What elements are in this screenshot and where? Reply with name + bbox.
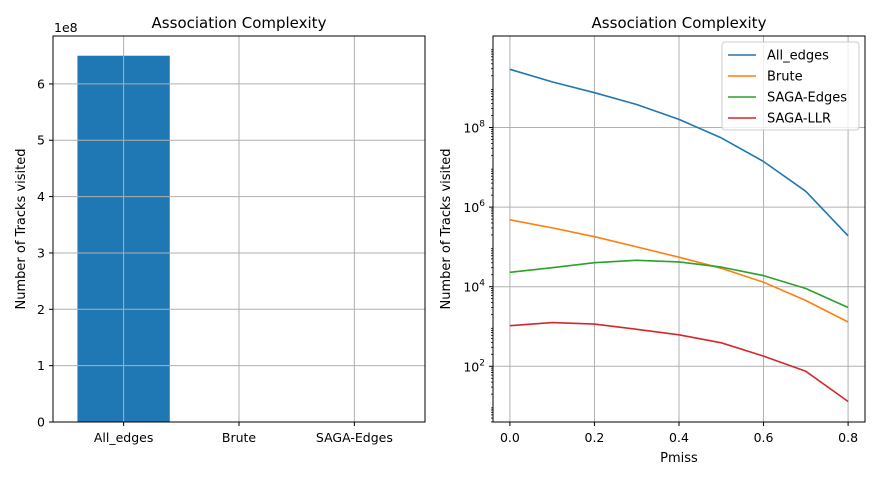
line-chart-legend: All_edges Brute SAGA-Edges SAGA-LLR — [721, 41, 860, 131]
x-tick-label: All_edges — [94, 430, 154, 445]
legend-label: SAGA-LLR — [767, 112, 831, 127]
y-tick-label: 1 — [37, 358, 45, 373]
x-tick-label: 0.4 — [669, 430, 689, 445]
series-line-saga-llr — [509, 321, 849, 403]
line-chart-y-ticks: 102 104 106 108 — [463, 49, 493, 423]
legend-box — [721, 41, 860, 131]
series-line-saga-edges — [509, 259, 849, 309]
legend-label: SAGA-Edges — [767, 91, 847, 106]
line-chart-y-label: Number of Tracks visited — [439, 149, 454, 310]
bar-chart-x-ticks: All_edges Brute SAGA-Edges — [94, 422, 393, 445]
y-tick-label: 102 — [463, 358, 485, 374]
bar-chart-title: Association Complexity — [152, 14, 327, 32]
y-tick-label: 3 — [37, 245, 45, 260]
bar-chart-y-ticks: 0 1 2 3 4 5 6 — [37, 76, 53, 430]
x-tick-label: Brute — [222, 430, 257, 445]
bar-chart: Association Complexity 1e8 0 1 2 3 4 5 6 All_e… — [14, 14, 426, 445]
y-tick-label: 4 — [37, 189, 45, 204]
series-line-all_edges — [509, 68, 849, 237]
y-tick-label: 106 — [463, 199, 485, 215]
y-tick-label: 0 — [37, 415, 45, 430]
bar-chart-y-label: Number of Tracks visited — [14, 149, 29, 310]
y-tick-label: 108 — [463, 120, 485, 136]
legend-label: Brute — [767, 70, 803, 85]
y-tick-label: 104 — [463, 279, 485, 295]
y-tick-label: 6 — [37, 76, 45, 91]
line-chart-title: Association Complexity — [592, 14, 767, 32]
line-chart-series — [509, 68, 849, 403]
x-tick-label: 0.2 — [585, 430, 605, 445]
series-line-brute — [509, 219, 849, 323]
bar-chart-offset-label: 1e8 — [54, 20, 78, 35]
line-chart-x-label: Pmiss — [660, 451, 698, 466]
x-tick-label: SAGA-Edges — [316, 430, 393, 445]
y-tick-label: 5 — [37, 133, 45, 148]
x-tick-label: 0.8 — [838, 430, 858, 445]
x-tick-label: 0.6 — [754, 430, 774, 445]
legend-label: All_edges — [767, 49, 829, 64]
y-tick-label: 2 — [37, 302, 45, 317]
x-tick-label: 0.0 — [500, 430, 520, 445]
line-chart-x-ticks: 0.0 0.2 0.4 0.6 0.8 — [500, 422, 858, 445]
